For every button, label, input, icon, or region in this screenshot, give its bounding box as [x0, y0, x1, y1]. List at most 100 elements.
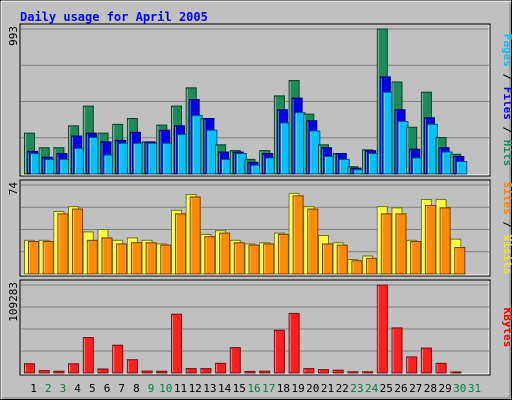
- bar-sites-day-24: [366, 257, 378, 275]
- legend-part: Files: [501, 87, 512, 120]
- bar-kbytes-day-3: [53, 370, 65, 374]
- day-label-9: 9: [148, 382, 155, 395]
- bar-sites-day-20: [307, 208, 319, 275]
- bar-sites-day-26: [395, 213, 407, 275]
- bar-sites-day-25: [380, 213, 392, 275]
- day-label-14: 14: [218, 382, 232, 395]
- day-label-24: 24: [365, 382, 379, 395]
- bar-sites-day-18: [277, 233, 289, 275]
- day-label-20: 20: [306, 382, 319, 395]
- legend-label: Pages / Files / Hits: [501, 34, 512, 167]
- day-label-5: 5: [89, 382, 96, 395]
- day-label-29: 29: [438, 382, 451, 395]
- panel-2: 74 Sites / Visits: [7, 179, 512, 277]
- y-max-label: 993: [7, 26, 20, 46]
- panel-3: 109283 KBytes: [7, 279, 512, 376]
- bar-sites-day-5: [86, 239, 98, 275]
- day-label-13: 13: [203, 382, 216, 395]
- bar-kbytes-day-25: [376, 284, 388, 374]
- bar-sites-day-23: [351, 260, 363, 275]
- bar-kbytes-day-16: [244, 370, 256, 374]
- bar-kbytes-day-4: [68, 363, 80, 374]
- bar-kbytes-day-1: [24, 363, 35, 374]
- bar-sites-day-15: [233, 242, 245, 275]
- day-label-19: 19: [291, 382, 304, 395]
- legend-part: KBytes: [501, 308, 512, 348]
- bar-sites-day-28: [424, 204, 436, 275]
- bar-sites-day-4: [72, 208, 84, 275]
- day-label-1: 1: [30, 382, 37, 395]
- bar-kbytes-day-9: [141, 370, 153, 374]
- day-label-11: 11: [174, 382, 187, 395]
- bar-sites-day-12: [189, 196, 201, 275]
- bar-kbytes-day-27: [406, 356, 418, 374]
- bar-kbytes-day-12: [185, 368, 197, 374]
- day-label-15: 15: [233, 382, 246, 395]
- bar-sites-day-19: [292, 195, 304, 275]
- day-label-4: 4: [74, 382, 81, 395]
- day-label-18: 18: [277, 382, 290, 395]
- day-label-23: 23: [350, 382, 363, 395]
- panel-1: 993 Pages / Files / Hits: [7, 23, 512, 177]
- legend-part: Pages: [501, 34, 512, 67]
- day-label-8: 8: [133, 382, 140, 395]
- day-label-21: 21: [321, 382, 334, 395]
- bar-sites-day-30: [454, 247, 466, 275]
- day-label-3: 3: [60, 382, 67, 395]
- bar-kbytes-day-30: [450, 371, 462, 374]
- bar-kbytes-day-14: [215, 362, 227, 374]
- bar-sites-day-2: [42, 241, 54, 275]
- day-label-2: 2: [45, 382, 52, 395]
- bar-sites-day-8: [130, 242, 142, 275]
- y-max-label: 109283: [7, 282, 20, 322]
- bar-sites-day-14: [219, 232, 231, 275]
- bar-pages-day-30: [456, 161, 468, 175]
- bar-kbytes-day-18: [273, 329, 285, 374]
- day-label-17: 17: [262, 382, 275, 395]
- legend-part: /: [501, 215, 512, 235]
- bar-kbytes-day-29: [435, 362, 447, 374]
- day-label-10: 10: [159, 382, 172, 395]
- bar-kbytes-day-20: [303, 368, 315, 374]
- bar-sites-day-1: [28, 241, 39, 275]
- legend-part: /: [501, 67, 512, 87]
- bar-kbytes-day-23: [347, 371, 359, 374]
- bar-kbytes-day-8: [126, 359, 138, 374]
- day-label-31: 31: [468, 382, 481, 395]
- bar-kbytes-day-22: [332, 369, 344, 374]
- day-label-12: 12: [189, 382, 202, 395]
- bar-sites-day-3: [57, 213, 69, 275]
- bar-sites-day-9: [145, 242, 157, 275]
- bar-kbytes-day-5: [82, 337, 94, 374]
- bar-sites-day-6: [101, 237, 113, 275]
- day-label-22: 22: [336, 382, 349, 395]
- bar-kbytes-day-11: [171, 313, 182, 374]
- bar-sites-day-22: [336, 244, 348, 275]
- legend-label: KBytes: [501, 308, 512, 348]
- legend-part: Visits: [501, 235, 512, 275]
- day-label-7: 7: [118, 382, 125, 395]
- bar-sites-day-10: [160, 244, 172, 275]
- bar-kbytes-day-26: [391, 327, 403, 374]
- day-label-6: 6: [104, 382, 111, 395]
- bar-kbytes-day-10: [156, 370, 168, 374]
- bar-kbytes-day-21: [318, 369, 329, 374]
- bar-kbytes-day-2: [38, 370, 50, 374]
- bar-sites-day-29: [439, 207, 451, 275]
- day-label-25: 25: [380, 382, 393, 395]
- bar-kbytes-day-13: [200, 368, 212, 374]
- day-label-27: 27: [409, 382, 422, 395]
- legend-part: Hits: [501, 140, 512, 167]
- bar-sites-day-17: [263, 243, 275, 275]
- bar-sites-day-21: [322, 243, 333, 275]
- bar-sites-day-7: [116, 243, 128, 275]
- bar-kbytes-day-15: [229, 347, 241, 374]
- legend-label: Sites / Visits: [501, 182, 512, 275]
- legend-part: Sites: [501, 182, 512, 215]
- bar-kbytes-day-19: [288, 312, 300, 374]
- bar-sites-day-16: [248, 244, 260, 275]
- legend-part: /: [501, 120, 512, 140]
- day-label-16: 16: [247, 382, 260, 395]
